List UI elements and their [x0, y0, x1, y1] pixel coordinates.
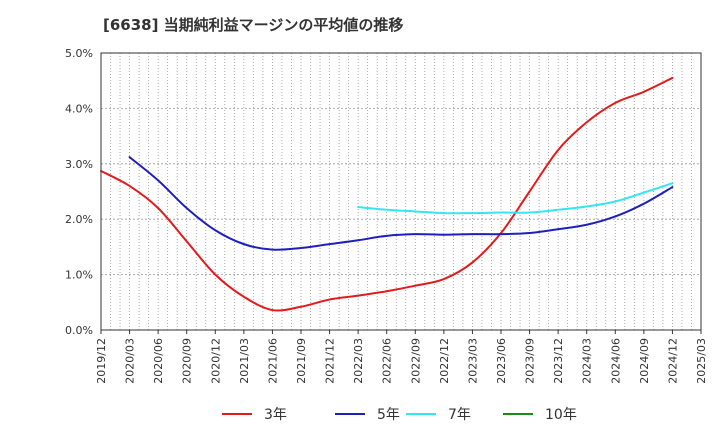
y-tick-label: 3.0%	[65, 158, 93, 171]
x-tick-label: 2023/06	[495, 338, 508, 384]
axes: 0.0% 1.0% 2.0% 3.0% 4.0% 5.0% 2019/12 2020/03 20…	[65, 47, 708, 384]
x-tick-label: 2024/12	[666, 338, 679, 384]
x-tick-label: 2023/12	[552, 338, 565, 384]
x-tick-label: 2023/03	[466, 338, 479, 384]
y-tick-label: 0.0%	[65, 324, 93, 337]
legend-label-3: 10年	[545, 407, 577, 423]
chart-title: [6638] 当期純利益マージンの平均値の推移	[103, 16, 404, 34]
plot-frame	[100, 52, 702, 331]
x-tick-label: 2022/12	[438, 338, 451, 384]
legend-label-0: 3年	[264, 407, 287, 423]
series-line-2	[357, 182, 674, 215]
x-tick-label: 2022/09	[409, 338, 422, 384]
plot-background	[101, 53, 701, 330]
y-tick-label: 2.0%	[65, 213, 93, 226]
grid	[101, 53, 701, 330]
y-tick-label: 1.0%	[65, 269, 93, 282]
legend-label-1: 5年	[377, 407, 400, 423]
legend: 3年 5年 7年 10年	[222, 407, 577, 423]
x-tick-label: 2019/12	[95, 338, 108, 384]
x-tick-label: 2021/03	[238, 338, 251, 384]
series-layer	[100, 76, 674, 312]
series-line-1	[128, 156, 674, 251]
x-tick-label: 2024/03	[581, 338, 594, 384]
x-tick-label: 2024/06	[609, 338, 622, 384]
y-tick-label: 5.0%	[65, 47, 93, 60]
y-tick-label: 4.0%	[65, 102, 93, 115]
x-tick-label: 2020/12	[209, 338, 222, 384]
x-tick-label: 2024/09	[638, 338, 651, 384]
series-line-0	[100, 76, 674, 312]
legend-label-2: 7年	[448, 407, 471, 423]
x-tick-label: 2025/03	[695, 338, 708, 384]
x-tick-label: 2023/09	[524, 338, 537, 384]
x-tick-label: 2022/06	[381, 338, 394, 384]
x-tick-label: 2021/12	[324, 338, 337, 384]
plot-area	[101, 53, 701, 330]
x-tick-label: 2021/06	[266, 338, 279, 384]
x-tick-label: 2020/06	[152, 338, 165, 384]
x-tick-label: 2020/03	[124, 338, 137, 384]
x-tick-label: 2021/09	[295, 338, 308, 384]
x-tick-label: 2020/09	[181, 338, 194, 384]
x-tick-label: 2022/03	[352, 338, 365, 384]
